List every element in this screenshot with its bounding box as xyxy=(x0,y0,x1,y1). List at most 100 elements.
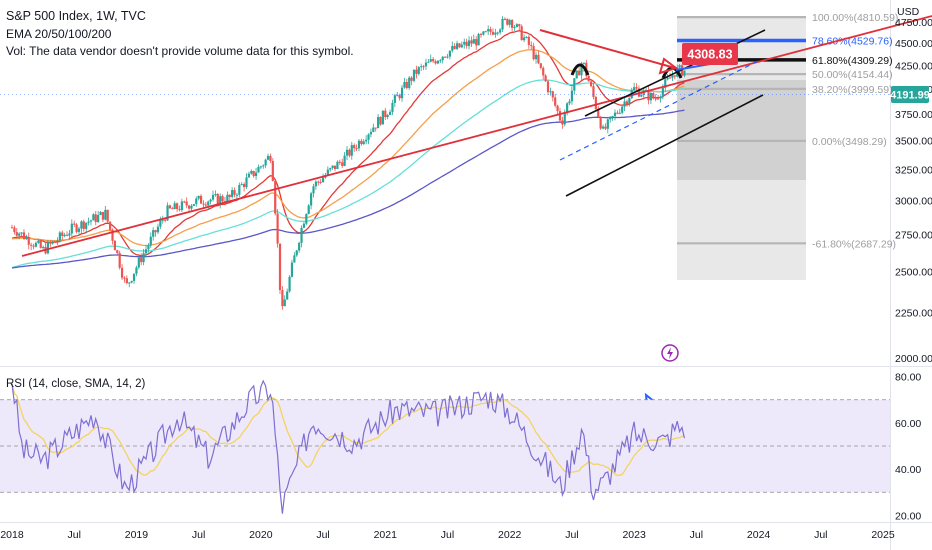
candle-body xyxy=(618,112,621,114)
time-tick-label: 2021 xyxy=(374,529,398,541)
candle-body xyxy=(156,226,160,233)
candle-body xyxy=(458,43,461,48)
candle-body xyxy=(578,70,581,76)
price-tick-label: 3500.00 xyxy=(895,136,932,148)
target-price-badge[interactable]: 4308.83 xyxy=(682,43,738,65)
candle-body xyxy=(30,244,33,246)
fib-level-label: 61.80%(4309.29) xyxy=(812,55,893,67)
candle-body xyxy=(125,278,128,284)
price-axis[interactable]: 2000.00 2250.00 2500.00 2750.00 3000.00 3250.… xyxy=(895,17,932,365)
channel-lower-line[interactable] xyxy=(565,94,764,197)
candle-body xyxy=(386,114,389,118)
last-price-badge[interactable]: 4191.99 xyxy=(890,86,930,103)
candle-body xyxy=(326,169,329,176)
candle-body xyxy=(656,98,660,100)
candle-body xyxy=(104,209,107,220)
price-tick-label: 2500.00 xyxy=(895,266,932,278)
candle-body xyxy=(556,105,559,112)
candle-body xyxy=(537,54,540,64)
candle-body xyxy=(683,70,686,76)
candle-body xyxy=(233,190,236,195)
candle-body xyxy=(448,50,451,57)
long-term-trendline[interactable] xyxy=(21,15,932,257)
candle-body xyxy=(319,181,322,183)
candle-body xyxy=(204,204,207,206)
candle-body xyxy=(561,120,564,125)
candle-body xyxy=(293,255,296,263)
candle-body xyxy=(118,252,121,268)
candle-body xyxy=(666,77,669,80)
candle-body xyxy=(477,34,480,46)
rsi-legend[interactable]: RSI (14, close, SMA, 14, 2) xyxy=(6,378,146,390)
candle-body xyxy=(94,214,97,222)
candle-body xyxy=(367,134,370,140)
rsi-tick-label: 80.00 xyxy=(895,372,921,384)
candle-body xyxy=(183,201,186,203)
arc-marker-left[interactable] xyxy=(570,63,590,76)
candle-body xyxy=(65,234,69,236)
candle-body xyxy=(424,62,428,67)
price-tick-label: 4500.00 xyxy=(895,38,932,50)
rsi-pane[interactable] xyxy=(0,379,890,514)
ema-legend[interactable]: EMA 20/50/100/200 xyxy=(6,27,112,41)
candle-body xyxy=(75,224,78,232)
red-arrow-shaft[interactable] xyxy=(539,29,676,69)
candle-body xyxy=(68,233,71,236)
candle-body xyxy=(436,60,440,64)
candle-body xyxy=(73,223,76,225)
price-tick-label: 4750.00 xyxy=(895,17,932,29)
candle-body xyxy=(298,242,301,251)
fib-level-label: 50.00%(4154.44) xyxy=(812,69,893,81)
candle-body xyxy=(374,127,377,129)
symbol-title[interactable]: S&P 500 Index, 1W, TVC xyxy=(6,9,146,23)
candle-body xyxy=(391,103,394,112)
candle-body xyxy=(154,230,157,233)
candle-body xyxy=(37,240,40,243)
candle-body xyxy=(432,59,435,62)
candle-body xyxy=(101,211,105,220)
candle-body xyxy=(623,101,626,107)
candle-body xyxy=(525,36,528,38)
candle-body xyxy=(558,111,562,121)
candle-body xyxy=(479,34,483,36)
candle-body xyxy=(628,98,631,105)
red-arrow-head xyxy=(658,57,679,75)
candle-body xyxy=(369,131,373,135)
time-axis[interactable]: 2018 Jul 2019 Jul 2020 Jul 2021 Jul 2022 Jul 2023 J… xyxy=(0,529,895,541)
candle-body xyxy=(527,36,530,46)
candle-body xyxy=(417,67,420,74)
candle-body xyxy=(549,91,552,93)
candle-body xyxy=(209,199,212,202)
fib-level-label: 100.00%(4810.59) xyxy=(812,12,898,24)
candle-body xyxy=(185,201,188,206)
candle-body xyxy=(640,95,643,97)
candle-body xyxy=(400,87,404,99)
candle-body xyxy=(604,126,607,129)
candle-body xyxy=(264,159,267,166)
candle-body xyxy=(475,39,478,46)
fib-level-label: 0.00%(3498.29) xyxy=(812,136,887,148)
candle-body xyxy=(92,214,95,221)
candle-body xyxy=(128,282,131,284)
candle-body xyxy=(307,205,310,214)
channel-mid-dashed[interactable] xyxy=(559,59,761,161)
candle-body xyxy=(408,77,411,89)
candle-body xyxy=(187,205,191,209)
price-tick-label: 3000.00 xyxy=(895,196,932,208)
rsi-tick-label: 20.00 xyxy=(895,510,921,522)
candle-body xyxy=(336,161,339,170)
candle-body xyxy=(89,220,93,222)
candle-body xyxy=(453,45,456,49)
candle-body xyxy=(338,161,341,163)
rsi-axis[interactable]: 20.00 40.00 60.00 80.00 xyxy=(895,372,921,523)
candle-body xyxy=(515,24,518,27)
candle-body xyxy=(329,168,332,170)
fib-level-label: 38.20%(3999.59) xyxy=(812,84,893,96)
candle-body xyxy=(365,139,368,142)
candle-body xyxy=(616,112,619,114)
candle-body xyxy=(312,186,315,194)
candle-body xyxy=(231,190,234,197)
lightning-icon[interactable] xyxy=(661,344,679,362)
candle-body xyxy=(472,39,475,44)
